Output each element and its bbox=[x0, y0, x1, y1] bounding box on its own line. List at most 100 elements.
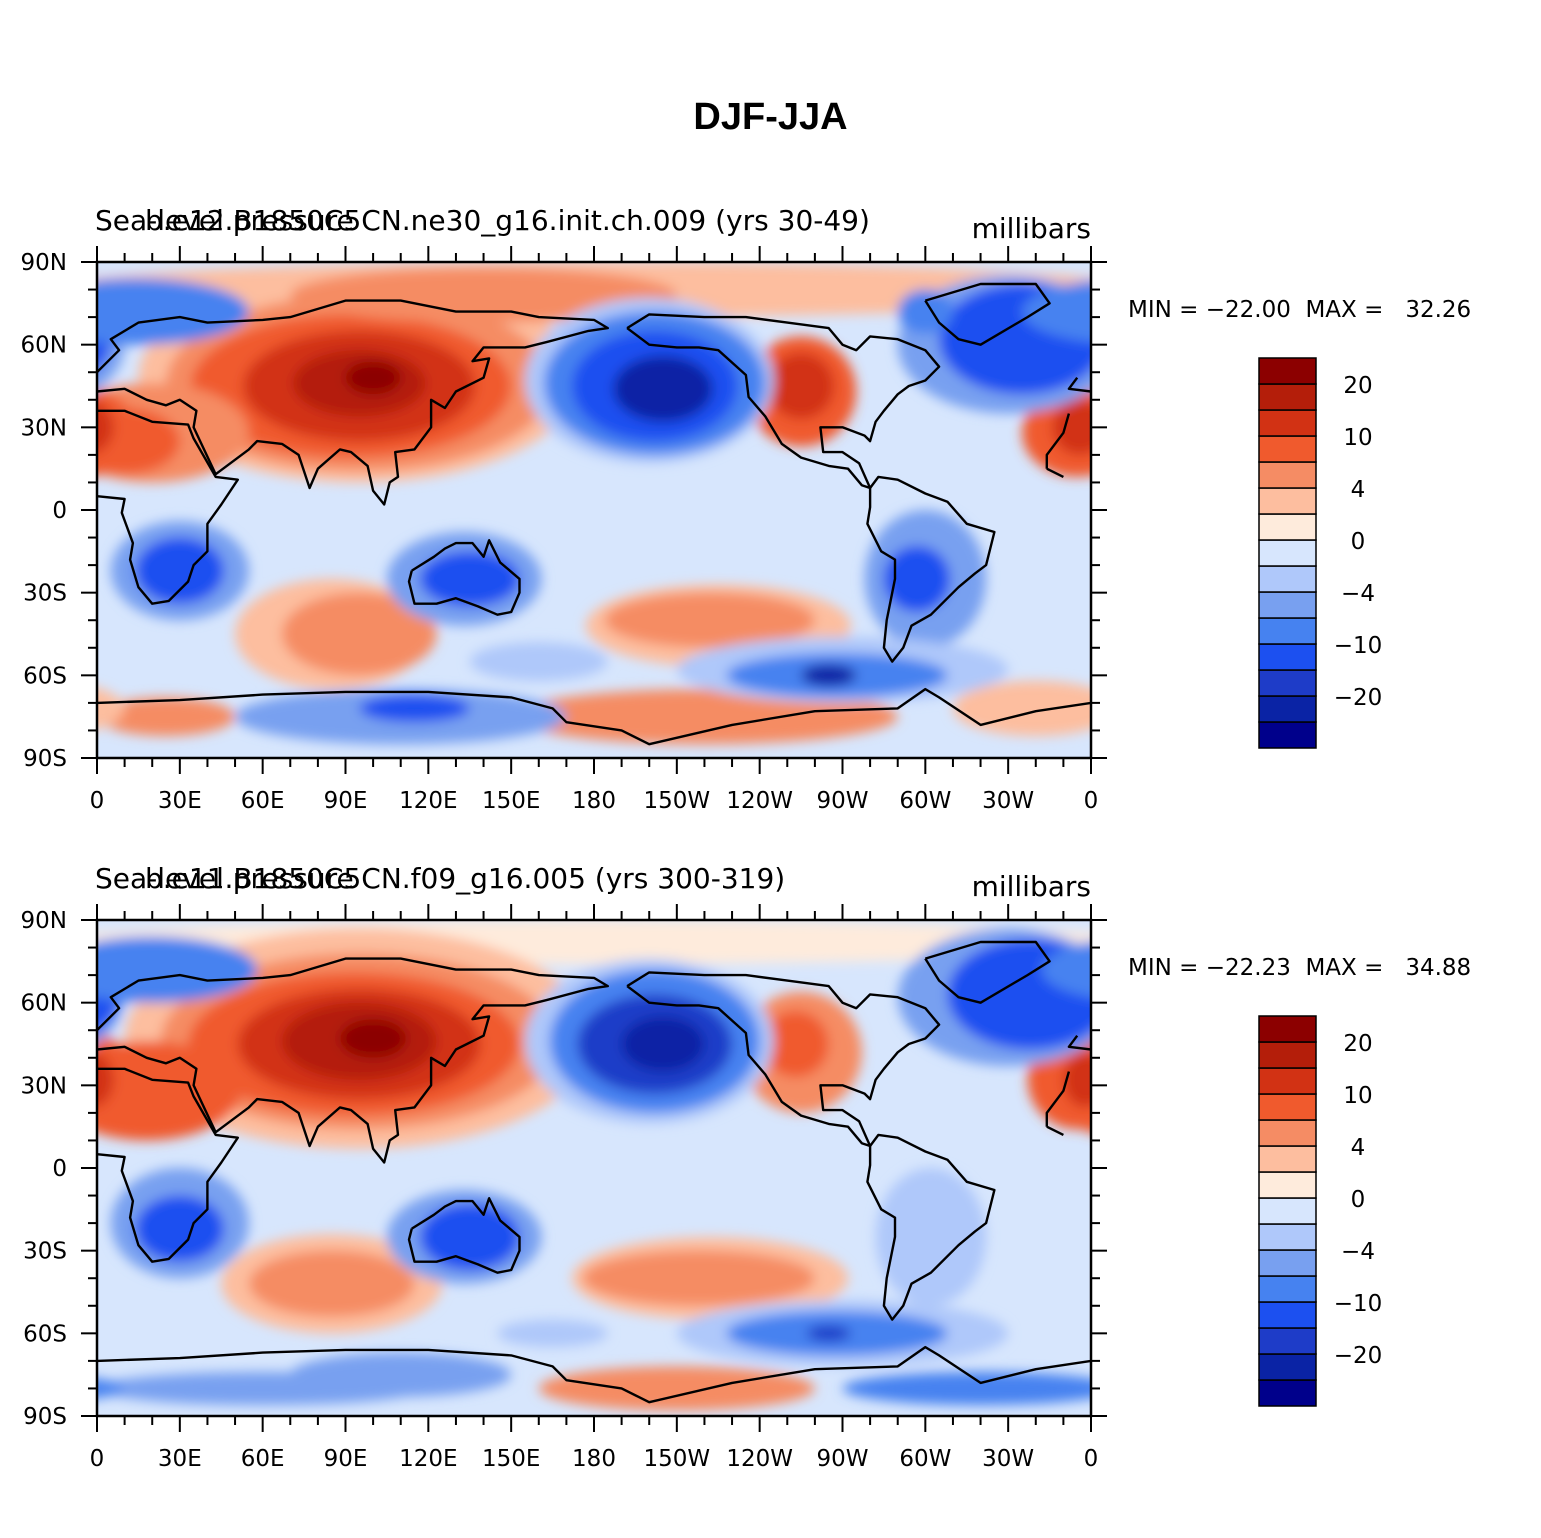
lat-tick-label: 60S bbox=[23, 1321, 67, 1347]
lon-tick-label: 60E bbox=[241, 788, 285, 814]
lon-tick-label: 120E bbox=[399, 788, 457, 814]
colorbar-swatch bbox=[1258, 1197, 1317, 1225]
low-pressure-region bbox=[1105, 521, 1243, 620]
low-pressure-region bbox=[97, 278, 249, 345]
contour-field bbox=[97, 262, 1243, 758]
colorbar-tick-label: −20 bbox=[1334, 685, 1383, 711]
lat-tick-label: 30S bbox=[23, 1239, 67, 1265]
units-label: millibars bbox=[972, 870, 1091, 903]
colorbar-tick-label: 10 bbox=[1343, 425, 1372, 451]
low-pressure-region bbox=[420, 1203, 520, 1270]
coastlines bbox=[97, 282, 1091, 746]
lat-tick-label: 0 bbox=[52, 498, 67, 524]
lat-tick-label: 30S bbox=[23, 581, 67, 607]
low-pressure-region bbox=[97, 1378, 125, 1399]
colorbar-swatch bbox=[1258, 617, 1317, 645]
lat-tick-label: 30N bbox=[21, 415, 67, 441]
low-pressure-region bbox=[135, 537, 225, 604]
coastlines bbox=[97, 940, 1091, 1404]
low-pressure-region bbox=[875, 1168, 987, 1306]
center-title: b.e12.B1850C5CN.ne30_g16.init.ch.009 (yr… bbox=[145, 204, 870, 237]
low-pressure-region bbox=[97, 936, 258, 1003]
low-pressure-region bbox=[842, 1371, 1091, 1405]
colorbar-swatch bbox=[1258, 565, 1317, 593]
lat-tick-label: 30N bbox=[21, 1073, 67, 1099]
colorbar-swatch bbox=[1258, 435, 1317, 463]
lat-tick-label: 90N bbox=[21, 250, 67, 276]
left-title: Sea-level pressure bbox=[95, 204, 354, 237]
low-pressure-region bbox=[621, 1016, 705, 1072]
high-pressure-region bbox=[97, 1053, 114, 1107]
high-pressure-region bbox=[1063, 1052, 1091, 1108]
lat-tick-label: 60N bbox=[21, 991, 67, 1017]
lon-tick-label: 30E bbox=[158, 1446, 202, 1472]
colorbar-tick-label: 4 bbox=[1351, 1135, 1366, 1161]
low-pressure-region bbox=[1130, 538, 1218, 604]
colorbar-swatch bbox=[1258, 513, 1317, 541]
colorbar-swatch bbox=[1258, 721, 1317, 749]
high-pressure-region bbox=[97, 402, 114, 453]
low-pressure-region bbox=[801, 664, 857, 687]
lon-tick-label: 0 bbox=[1084, 1446, 1099, 1472]
low-pressure-region bbox=[1041, 941, 1091, 998]
colorbar-swatch bbox=[1258, 669, 1317, 697]
lon-tick-label: 150E bbox=[482, 1446, 540, 1472]
low-pressure-region bbox=[1022, 280, 1091, 343]
units-label: millibars bbox=[972, 212, 1091, 245]
lon-tick-label: 120W bbox=[726, 1446, 793, 1472]
high-pressure-region bbox=[1052, 399, 1091, 455]
colorbar-tick-label: 10 bbox=[1343, 1083, 1372, 1109]
lat-tick-label: 60N bbox=[21, 333, 67, 359]
colorbar-swatch bbox=[1258, 591, 1317, 619]
colorbar-swatch bbox=[1258, 1041, 1317, 1069]
colorbar-swatch bbox=[1258, 409, 1317, 437]
colorbar-swatch bbox=[1258, 1093, 1317, 1121]
colorbar: −20 −10 −4 0 4 10 20 bbox=[1258, 1015, 1382, 1407]
low-pressure-region bbox=[613, 355, 713, 422]
high-pressure-region bbox=[952, 680, 1091, 736]
lon-tick-label: 30E bbox=[158, 788, 202, 814]
lon-tick-label: 90W bbox=[816, 788, 868, 814]
lon-tick-label: 180 bbox=[572, 788, 616, 814]
colorbar-swatch bbox=[1258, 1327, 1317, 1355]
colorbar-tick-label: 20 bbox=[1343, 1031, 1372, 1057]
lat-tick-label: 90S bbox=[23, 746, 67, 772]
colorbar-swatch bbox=[1258, 1379, 1317, 1407]
min-max-label: MIN = −22.00 MAX = 32.26 bbox=[1128, 297, 1471, 323]
colorbar-swatch bbox=[1258, 1301, 1317, 1329]
map-plot: 0 30E 60E 90E 120E 150E 180 150W 120W 90W 60W 30W 09… bbox=[21, 204, 1472, 814]
colorbar: −20 −10 −4 0 4 10 20 bbox=[1258, 357, 1383, 749]
colorbar-swatch bbox=[1258, 539, 1317, 567]
lon-tick-label: 90W bbox=[816, 1446, 868, 1472]
colorbar-swatch bbox=[1258, 1353, 1317, 1381]
lat-tick-label: 60S bbox=[23, 663, 67, 689]
lon-tick-label: 60W bbox=[899, 1446, 951, 1472]
colorbar-tick-label: 0 bbox=[1351, 1187, 1366, 1213]
lon-tick-label: 180 bbox=[572, 1446, 616, 1472]
high-pressure-region bbox=[345, 361, 401, 395]
low-pressure-region bbox=[806, 1325, 851, 1342]
lon-tick-label: 0 bbox=[1084, 788, 1099, 814]
high-pressure-region bbox=[605, 592, 815, 648]
low-pressure-region bbox=[469, 642, 608, 681]
min-max-label: MIN = −22.23 MAX = 34.88 bbox=[1128, 955, 1471, 981]
lon-tick-label: 30W bbox=[982, 1446, 1034, 1472]
high-pressure-region bbox=[290, 267, 677, 323]
lon-tick-label: 0 bbox=[90, 788, 105, 814]
colorbar-swatch bbox=[1258, 461, 1317, 489]
lon-tick-label: 0 bbox=[90, 1446, 105, 1472]
high-pressure-region bbox=[1091, 697, 1229, 736]
low-pressure-region bbox=[420, 551, 520, 607]
low-pressure-region bbox=[1130, 1196, 1218, 1262]
lat-tick-label: 90S bbox=[23, 1404, 67, 1430]
lon-tick-label: 120W bbox=[726, 788, 793, 814]
colorbar-swatch bbox=[1258, 1275, 1317, 1303]
colorbar-swatch bbox=[1258, 1015, 1317, 1043]
lon-tick-label: 150W bbox=[644, 1446, 711, 1472]
colorbar-swatch bbox=[1258, 1119, 1317, 1147]
lat-tick-label: 90N bbox=[21, 908, 67, 934]
colorbar-swatch bbox=[1258, 1067, 1317, 1095]
low-pressure-region bbox=[359, 694, 470, 723]
colorbar-swatch bbox=[1258, 383, 1317, 411]
colorbar-tick-label: −10 bbox=[1334, 633, 1383, 659]
